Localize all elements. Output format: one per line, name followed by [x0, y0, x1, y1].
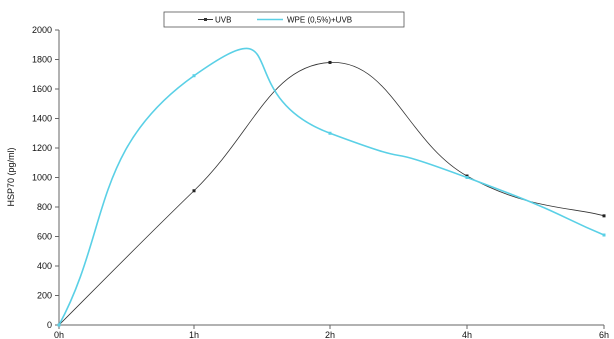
- y-tick-label: 400: [37, 261, 52, 271]
- x-tick-label: 6h: [599, 330, 609, 339]
- data-point-uvb: [192, 189, 196, 193]
- series-line-uvb: [58, 62, 605, 326]
- y-ticks: 0 200 400 600 800 1000 1200 1400 1600 1800 2000: [32, 25, 59, 330]
- data-point-wpe-uvb: [192, 74, 196, 78]
- y-tick-label: 1800: [32, 55, 52, 65]
- data-point-wpe-uvb: [57, 323, 61, 327]
- y-tick-label: 200: [37, 291, 52, 301]
- legend: UVB WPE (0,5%)+UVB: [163, 11, 405, 28]
- legend-label-uvb: UVB: [215, 16, 231, 25]
- y-tick-label: 800: [37, 202, 52, 212]
- series-line-wpe-uvb: [58, 47, 605, 326]
- data-point-uvb: [328, 60, 332, 64]
- y-tick-label: 2000: [32, 25, 52, 35]
- y-tick-label: 1200: [32, 143, 52, 153]
- data-point-wpe-uvb: [328, 131, 332, 135]
- y-axis-label: HSP70 (pg/ml): [6, 147, 16, 206]
- x-ticks: 0h 1h 2h 4h 6h: [54, 325, 609, 339]
- series-group: [57, 47, 606, 327]
- data-point-uvb: [602, 214, 606, 218]
- y-tick-label: 1600: [32, 84, 52, 94]
- x-tick-label: 1h: [189, 330, 199, 339]
- x-tick-label: 0h: [54, 330, 64, 339]
- legend-marker-uvb: [204, 18, 207, 21]
- x-tick-label: 2h: [325, 330, 335, 339]
- y-tick-label: 600: [37, 232, 52, 242]
- y-tick-label: 0: [47, 320, 52, 330]
- legend-box: [163, 11, 405, 28]
- x-tick-label: 4h: [462, 330, 472, 339]
- y-tick-label: 1400: [32, 114, 52, 124]
- legend-label-wpe: WPE (0,5%)+UVB: [287, 16, 352, 25]
- y-tick-label: 1000: [32, 173, 52, 183]
- data-point-wpe-uvb: [602, 233, 606, 237]
- data-point-wpe-uvb: [465, 176, 469, 179]
